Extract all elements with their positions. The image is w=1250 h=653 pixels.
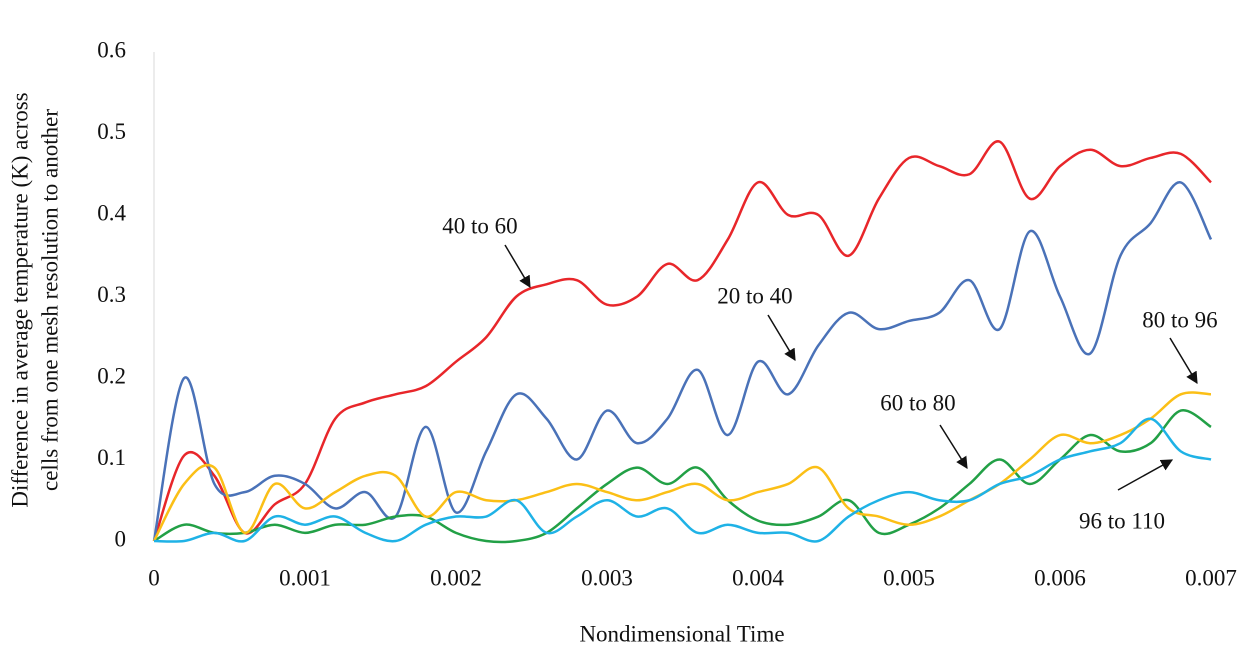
series-annotation: 20 to 40: [717, 283, 792, 308]
y-tick-label: 0.4: [97, 200, 126, 225]
series-line: [152, 181, 1213, 542]
annotation-arrow: [767, 314, 796, 362]
x-tick-label: 0: [148, 565, 160, 590]
series-annotation: 96 to 110: [1079, 508, 1165, 533]
x-tick-label: 0.005: [883, 565, 935, 590]
y-axis-label: Difference in average temperature (K) ac…: [7, 92, 32, 507]
series-line: [152, 391, 1212, 542]
series-annotation: 80 to 96: [1142, 307, 1217, 332]
y-tick-label: 0.1: [97, 445, 126, 470]
series-annotation: 40 to 60: [442, 213, 517, 238]
series-line: [152, 140, 1212, 542]
x-tick-label: 0.003: [581, 565, 633, 590]
y-tick-label: 0: [115, 526, 127, 551]
x-tick-label: 0.004: [732, 565, 784, 590]
y-tick-label: 0.6: [97, 37, 126, 62]
annotation-arrow: [1117, 459, 1174, 491]
x-axis-label: Nondimensional Time: [579, 621, 784, 646]
annotation-arrow: [504, 244, 531, 289]
y-axis-label: cells from one mesh resolution to anothe…: [37, 109, 62, 491]
series-line: [153, 409, 1212, 544]
y-tick-label: 0.5: [97, 119, 126, 144]
x-tick-label: 0.007: [1185, 565, 1237, 590]
y-tick-label: 0.2: [97, 363, 126, 388]
annotation-arrow: [939, 424, 968, 470]
x-tick-label: 0.001: [279, 565, 331, 590]
x-tick-label: 0.006: [1034, 565, 1086, 590]
x-tick-label: 0.002: [430, 565, 482, 590]
annotation-arrow: [1169, 337, 1198, 385]
series-annotation: 60 to 80: [880, 390, 955, 415]
series-line: [153, 417, 1212, 543]
y-tick-label: 0.3: [97, 282, 126, 307]
